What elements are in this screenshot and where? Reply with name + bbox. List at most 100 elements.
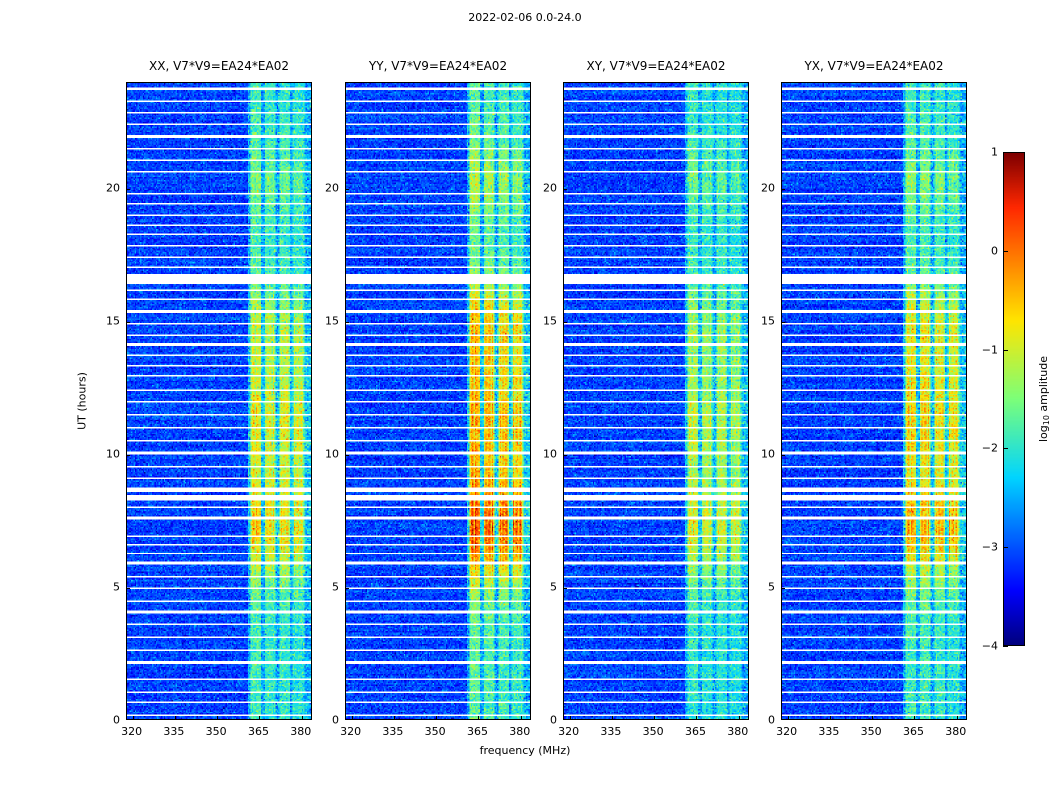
panel-plot-area[interactable] <box>781 82 967 720</box>
y-tick-label: 20 <box>106 181 120 195</box>
panel-title: YY, V7*V9=EA24*EA02 <box>368 59 508 73</box>
colorbar-tick-label: −1 <box>981 343 998 357</box>
colorbar-tick <box>1003 349 1008 351</box>
panel-title: YX, V7*V9=EA24*EA02 <box>804 59 944 73</box>
x-tick <box>872 716 874 719</box>
x-tick <box>787 716 789 719</box>
y-tick <box>346 322 349 324</box>
x-tick-label: 335 <box>600 725 622 738</box>
colorbar-tick-label: −2 <box>981 441 998 455</box>
colorbar-tick <box>1003 448 1008 450</box>
panel-plot-area[interactable] <box>126 82 312 720</box>
x-tick <box>914 716 916 719</box>
x-tick <box>301 716 303 719</box>
x-tick-label: 365 <box>247 725 269 738</box>
colorbar-label-tail: amplitude <box>1037 355 1050 416</box>
x-tick <box>520 716 522 719</box>
x-tick-label: 335 <box>382 725 404 738</box>
y-tick <box>564 588 567 590</box>
x-tick-label: 380 <box>509 725 531 738</box>
y-tick-label: 5 <box>550 580 557 594</box>
y-tick <box>346 189 349 191</box>
y-tick <box>127 189 130 191</box>
x-tick <box>259 716 261 719</box>
y-tick-label: 0 <box>768 713 775 727</box>
y-tick <box>127 322 130 324</box>
y-tick <box>564 455 567 457</box>
x-tick-label: 380 <box>945 725 967 738</box>
y-tick-label: 20 <box>543 181 557 195</box>
x-tick-label: 350 <box>860 725 882 738</box>
x-axis-label: frequency (MHz) <box>479 744 571 757</box>
colorbar <box>1003 152 1025 646</box>
x-tick-label: 350 <box>642 725 664 738</box>
x-tick <box>738 716 740 719</box>
colorbar-tick-label: −3 <box>981 540 998 554</box>
spectrum-panel-xy: XY, V7*V9=EA24*EA02 320 335 350 365 380 0 5 10 15… <box>543 59 749 738</box>
x-tick <box>696 716 698 719</box>
x-tick <box>351 716 353 719</box>
waterfall-image <box>127 83 311 719</box>
x-tick-label: 380 <box>290 725 312 738</box>
y-tick-label: 5 <box>768 580 775 594</box>
y-tick-label: 10 <box>325 447 339 461</box>
y-tick-label: 20 <box>761 181 775 195</box>
y-tick-label: 0 <box>550 713 557 727</box>
panel-plot-area[interactable] <box>345 82 531 720</box>
y-tick-label: 5 <box>113 580 120 594</box>
x-tick-label: 350 <box>205 725 227 738</box>
colorbar-tick <box>1003 547 1008 549</box>
x-tick-label: 320 <box>121 725 143 738</box>
y-tick-label: 15 <box>325 314 339 328</box>
y-tick <box>782 322 785 324</box>
colorbar-tick <box>1003 250 1008 252</box>
x-tick-label: 320 <box>558 725 580 738</box>
x-tick <box>174 716 176 719</box>
y-tick-label: 15 <box>761 314 775 328</box>
x-tick <box>478 716 480 719</box>
x-tick <box>654 716 656 719</box>
panel-title: XX, V7*V9=EA24*EA02 <box>149 59 289 73</box>
y-tick-label: 10 <box>543 447 557 461</box>
panel-title: XY, V7*V9=EA24*EA02 <box>586 59 726 73</box>
y-tick <box>127 588 130 590</box>
colorbar-tick-label: −4 <box>981 639 998 653</box>
y-tick <box>564 189 567 191</box>
x-tick-label: 320 <box>776 725 798 738</box>
colorbar-tick-label: 0 <box>991 244 998 258</box>
colorbar-tick <box>1003 646 1008 647</box>
y-tick <box>782 189 785 191</box>
x-tick-label: 365 <box>684 725 706 738</box>
y-tick-label: 10 <box>761 447 775 461</box>
colorbar-label-sub: 10 <box>1042 415 1050 426</box>
y-tick <box>782 588 785 590</box>
x-tick <box>611 716 613 719</box>
x-tick <box>132 716 134 719</box>
figure-suptitle: 2022-02-06 0.0-24.0 <box>468 11 582 24</box>
x-tick-label: 320 <box>340 725 362 738</box>
x-tick <box>569 716 571 719</box>
x-tick-label: 365 <box>902 725 924 738</box>
y-tick-label: 10 <box>106 447 120 461</box>
spectrum-panel-yy: YY, V7*V9=EA24*EA02 320 335 350 365 380 0 5 10 15… <box>325 59 531 738</box>
x-tick-label: 335 <box>818 725 840 738</box>
colorbar-tick-label: 1 <box>991 145 998 159</box>
x-tick-label: 380 <box>727 725 749 738</box>
y-tick <box>346 455 349 457</box>
y-tick-label: 15 <box>106 314 120 328</box>
x-tick-label: 350 <box>424 725 446 738</box>
y-tick-label: 5 <box>332 580 339 594</box>
x-tick <box>393 716 395 719</box>
colorbar-label: log10 amplitude <box>1037 356 1050 442</box>
spectrum-panel-xx: XX, V7*V9=EA24*EA02 320 335 350 365 380 0 5 10 15… <box>106 59 312 738</box>
y-tick-label: 20 <box>325 181 339 195</box>
y-tick-label: 0 <box>113 713 120 727</box>
x-tick-label: 365 <box>466 725 488 738</box>
waterfall-image <box>564 83 748 719</box>
y-tick <box>782 455 785 457</box>
x-tick <box>956 716 958 719</box>
x-tick <box>829 716 831 719</box>
colorbar-tick <box>1003 152 1008 153</box>
panel-plot-area[interactable] <box>563 82 749 720</box>
